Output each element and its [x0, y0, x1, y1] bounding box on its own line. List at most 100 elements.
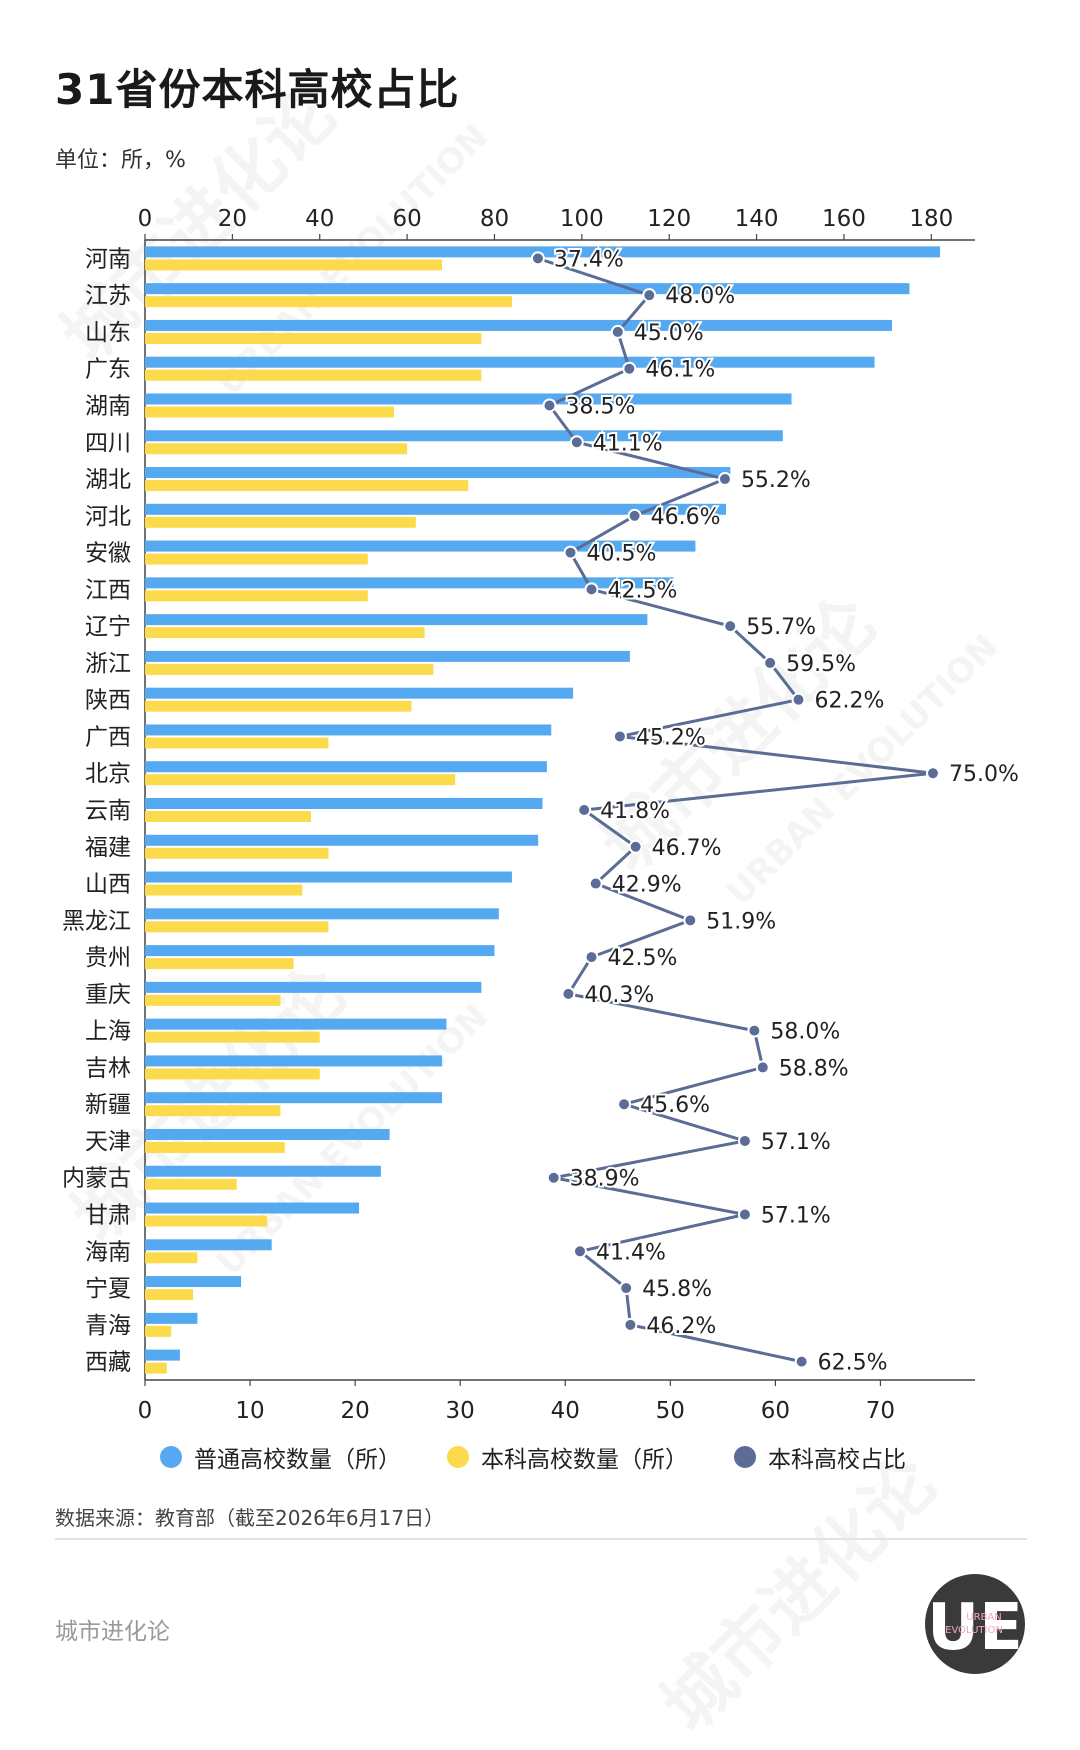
top-axis-tick-label: 100 [560, 206, 604, 232]
ratio-point [569, 435, 584, 450]
ratio-label: 55.2% [741, 468, 811, 493]
bar-undergrad [145, 1031, 320, 1043]
ratio-label: 42.5% [608, 578, 678, 603]
top-axis-tick-label: 120 [647, 206, 691, 232]
ratio-label: 38.5% [565, 394, 635, 419]
bottom-axis-tick-label: 70 [866, 1398, 895, 1424]
ratio-point [563, 545, 578, 560]
brand-name: 城市进化论 [55, 1619, 170, 1645]
bar-total [145, 1312, 198, 1324]
legend-swatch-undergrad [447, 1446, 469, 1468]
bar-undergrad [145, 1252, 198, 1264]
ratio-point [584, 582, 599, 597]
ratio-label: 46.7% [652, 836, 722, 861]
watermark-cn: 城市进化论 [646, 1441, 952, 1748]
ratio-point [763, 655, 778, 670]
category-label: 浙江 [85, 651, 131, 677]
bar-total [145, 430, 783, 442]
ratio-label: 40.3% [584, 983, 654, 1008]
ratio-point [612, 729, 627, 744]
bar-total [145, 393, 792, 405]
ratio-label: 46.1% [645, 358, 715, 383]
category-label: 江苏 [85, 283, 131, 309]
category-label: 湖南 [85, 393, 131, 419]
top-axis-tick-label: 80 [480, 206, 509, 232]
bar-undergrad [145, 443, 408, 455]
bar-undergrad [145, 737, 329, 749]
bar-total [145, 319, 892, 331]
category-label: 山西 [85, 872, 131, 898]
bottom-axis-tick-label: 30 [446, 1398, 475, 1424]
bar-undergrad [145, 811, 311, 822]
bar-total [145, 981, 482, 993]
ratio-point [577, 803, 592, 817]
ratio-point [794, 1354, 809, 1369]
ratio-label: 41.4% [596, 1240, 666, 1265]
ratio-label: 51.9% [706, 909, 776, 934]
ratio-label: 48.0% [665, 284, 735, 309]
bar-undergrad [145, 369, 482, 381]
bottom-axis-tick-label: 50 [656, 1398, 685, 1424]
ratio-label: 46.6% [651, 505, 721, 530]
legend-label-undergrad: 本科高校数量（所） [481, 1447, 688, 1473]
bar-total [145, 761, 547, 773]
category-label: 湖北 [85, 467, 131, 493]
bar-undergrad [145, 700, 412, 712]
bar-total [145, 724, 552, 736]
ratio-point [627, 508, 642, 523]
legend-item-total: 普通高校数量（所） [160, 1440, 401, 1474]
ratio-point [925, 766, 940, 781]
ratio-label: 41.1% [593, 431, 663, 456]
category-label: 海南 [85, 1239, 131, 1265]
ratio-label: 37.4% [554, 247, 624, 272]
legend-item-undergrad: 本科高校数量（所） [447, 1440, 688, 1474]
category-label: 上海 [85, 1019, 131, 1045]
bar-total [145, 1128, 390, 1140]
bar-undergrad [145, 1178, 237, 1190]
ratio-label: 42.5% [608, 946, 678, 971]
bar-total [145, 945, 495, 957]
category-label: 福建 [85, 835, 131, 861]
category-label: 青海 [85, 1313, 131, 1339]
category-label: 宁夏 [85, 1276, 131, 1302]
divider [55, 1538, 1027, 1540]
ratio-label: 57.1% [761, 1204, 831, 1229]
legend-label-ratio: 本科高校占比 [768, 1447, 906, 1473]
bar-total [145, 1092, 443, 1104]
bar-total [145, 283, 910, 295]
bar-total [145, 687, 574, 699]
category-label: 辽宁 [85, 614, 131, 640]
category-label: 江西 [85, 577, 131, 603]
bar-undergrad [145, 259, 443, 271]
brand-logo: UE URBAN EVOLUTION [925, 1574, 1025, 1674]
ratio-point [588, 876, 603, 891]
bottom-axis-tick-label: 60 [761, 1398, 790, 1424]
category-label: 河北 [85, 504, 131, 530]
ratio-label: 45.8% [642, 1277, 712, 1302]
ratio-point [530, 251, 545, 266]
ratio-label: 45.6% [640, 1093, 710, 1118]
bar-undergrad [145, 406, 394, 418]
category-label: 天津 [85, 1129, 131, 1155]
ratio-point [755, 1060, 770, 1075]
bar-total [145, 577, 674, 589]
ratio-point [791, 692, 806, 707]
top-axis-tick-label: 60 [392, 206, 421, 232]
ratio-point [747, 1023, 762, 1038]
bar-undergrad [145, 921, 329, 933]
ratio-label: 58.8% [779, 1056, 849, 1081]
ratio-point [610, 324, 625, 339]
bar-undergrad [145, 590, 368, 602]
bar-undergrad [145, 1362, 167, 1374]
bar-undergrad [145, 1289, 194, 1301]
bar-total [145, 614, 648, 626]
category-label: 安徽 [85, 541, 131, 567]
bar-line-chart: 0 20 40 60 80 100 120 140 160 180 0 10 20 30 40 50 60 70 河… [62, 206, 1021, 1424]
ratio-point [628, 839, 643, 854]
bar-undergrad [145, 553, 368, 565]
bar-total [145, 1239, 272, 1251]
ratio-point [737, 1207, 752, 1222]
ratio-point [622, 361, 637, 376]
legend-item-ratio: 本科高校占比 [734, 1440, 906, 1474]
bar-undergrad [145, 627, 425, 639]
